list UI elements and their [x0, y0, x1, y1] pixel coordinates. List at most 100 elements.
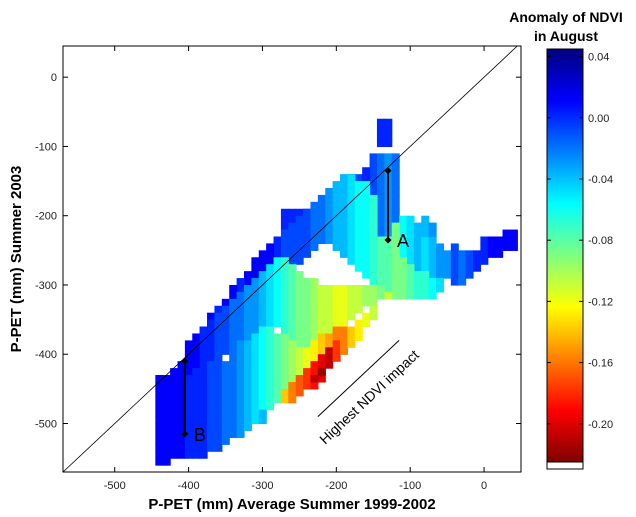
field-cell	[251, 319, 260, 328]
field-cell	[413, 271, 422, 279]
field-cell	[340, 243, 349, 251]
field-cell	[288, 354, 297, 362]
field-cell	[243, 291, 252, 300]
field-cell	[317, 305, 326, 314]
field-cell	[243, 381, 252, 390]
field-cell	[332, 333, 341, 341]
field-cell	[406, 222, 415, 231]
field-cell	[273, 271, 282, 279]
field-cell	[207, 395, 216, 404]
annotation-label-b: B	[194, 425, 206, 445]
field-cell	[340, 229, 349, 238]
field-cell	[251, 340, 260, 348]
field-cell	[207, 347, 216, 355]
field-cell	[354, 319, 363, 328]
field-cell	[413, 250, 422, 258]
field-cell	[236, 340, 245, 348]
field-cell	[421, 264, 430, 272]
field-cell	[155, 395, 164, 404]
field-cell	[347, 174, 356, 182]
field-cell	[295, 305, 304, 314]
field-cell	[266, 347, 275, 355]
field-cell	[295, 271, 304, 279]
field-cell	[214, 416, 223, 425]
field-cell	[391, 264, 400, 272]
field-cell	[325, 305, 334, 314]
field-cell	[214, 354, 223, 362]
field-cell	[391, 243, 400, 251]
field-cell	[340, 250, 349, 258]
field-cell	[450, 243, 459, 251]
field-cell	[207, 423, 216, 432]
field-cell	[273, 319, 282, 328]
field-cell	[369, 236, 378, 245]
field-cell	[325, 319, 334, 328]
field-cell	[428, 271, 437, 279]
field-cell	[280, 257, 289, 265]
field-cell	[280, 243, 289, 251]
field-cell	[280, 319, 289, 328]
field-cell	[295, 298, 304, 307]
field-cell	[354, 201, 363, 210]
field-cell	[207, 430, 216, 438]
field-cell	[295, 388, 304, 397]
field-cell	[391, 278, 400, 286]
field-cell	[295, 257, 304, 265]
field-cell	[303, 381, 312, 390]
field-cell	[509, 236, 518, 245]
field-cell	[310, 236, 319, 245]
field-cell	[251, 347, 260, 355]
field-cell	[384, 160, 393, 168]
field-cell	[421, 257, 430, 265]
field-cell	[376, 181, 385, 189]
field-cell	[399, 215, 408, 224]
field-cell	[303, 333, 312, 341]
field-cell	[406, 271, 415, 279]
field-cell	[354, 236, 363, 245]
field-cell	[170, 375, 179, 383]
field-cell	[325, 291, 334, 300]
field-cell	[325, 284, 334, 293]
field-cell	[288, 298, 297, 307]
field-cell	[288, 215, 297, 224]
field-cell	[376, 139, 385, 148]
field-cell	[428, 243, 437, 251]
field-cell	[399, 250, 408, 258]
field-cell	[354, 229, 363, 238]
field-cell	[192, 437, 201, 445]
field-cell	[207, 388, 216, 397]
field-cell	[362, 271, 371, 279]
field-cell	[207, 333, 216, 341]
y-tick-label: 0	[51, 72, 57, 84]
field-cell	[251, 354, 260, 362]
field-cell	[399, 271, 408, 279]
field-cell	[162, 388, 171, 397]
y-tick-label: -500	[35, 419, 57, 431]
field-cell	[362, 243, 371, 251]
field-cell	[362, 312, 371, 321]
field-cell	[177, 361, 186, 369]
field-cell	[236, 298, 245, 307]
field-cell	[369, 160, 378, 168]
field-cell	[362, 236, 371, 245]
field-cell	[170, 402, 179, 411]
field-cell	[288, 368, 297, 376]
field-cell	[362, 291, 371, 300]
field-cell	[325, 215, 334, 224]
field-cell	[376, 194, 385, 203]
field-cell	[266, 381, 275, 390]
field-cell	[170, 416, 179, 425]
field-cell	[436, 250, 445, 258]
field-cell	[243, 298, 252, 307]
field-cell	[325, 347, 334, 355]
field-cell	[214, 430, 223, 438]
field-cell	[487, 243, 496, 251]
field-cell	[436, 257, 445, 265]
field-cell	[266, 284, 275, 293]
field-cell	[369, 188, 378, 196]
field-cell	[310, 381, 319, 390]
field-cell	[192, 333, 201, 341]
field-cell	[391, 291, 400, 300]
field-cell	[458, 250, 467, 258]
field-cell	[332, 243, 341, 251]
